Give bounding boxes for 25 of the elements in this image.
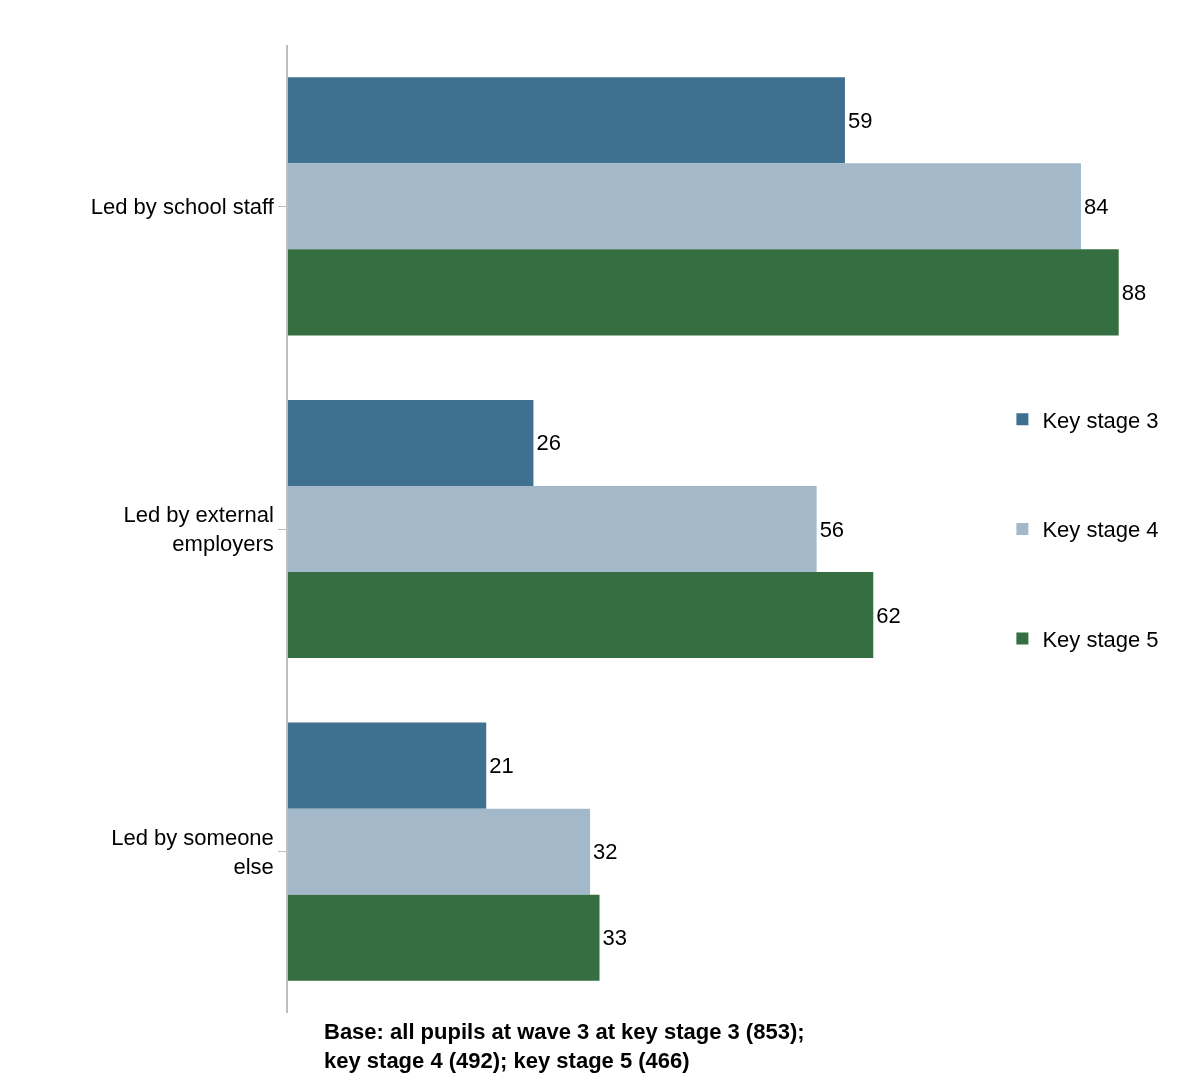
text: Base: all pupils at wave 3 at key stage 3 (853); key stage 4 (492); key stage 5 (466) — [324, 1019, 805, 1073]
y-tick-label: Led by someone else — [111, 825, 274, 879]
bar — [288, 163, 1081, 250]
bar — [288, 77, 845, 164]
data-label: 62 — [876, 602, 901, 628]
bar — [288, 722, 487, 809]
y-tick-label: Led by external employers — [123, 502, 274, 556]
data-label: 32 — [593, 839, 618, 865]
data-label: 84 — [1083, 193, 1109, 219]
bar — [288, 894, 600, 981]
legend-label: Key stage 5 — [1042, 627, 1159, 653]
legend-label: Key stage 4 — [1042, 517, 1159, 543]
bar — [288, 572, 874, 659]
legend-label: Key stage 3 — [1042, 407, 1159, 433]
data-label: 33 — [602, 925, 627, 951]
data-label: 56 — [819, 516, 845, 542]
bar — [288, 399, 534, 486]
y-tick-label: Led by school staff — [90, 194, 275, 220]
bar — [288, 249, 1119, 336]
bar — [288, 485, 817, 573]
data-label: 59 — [847, 107, 873, 133]
bar — [288, 808, 591, 895]
data-label: 88 — [1121, 279, 1147, 305]
data-label: 26 — [536, 430, 561, 456]
data-label: 21 — [489, 753, 514, 779]
